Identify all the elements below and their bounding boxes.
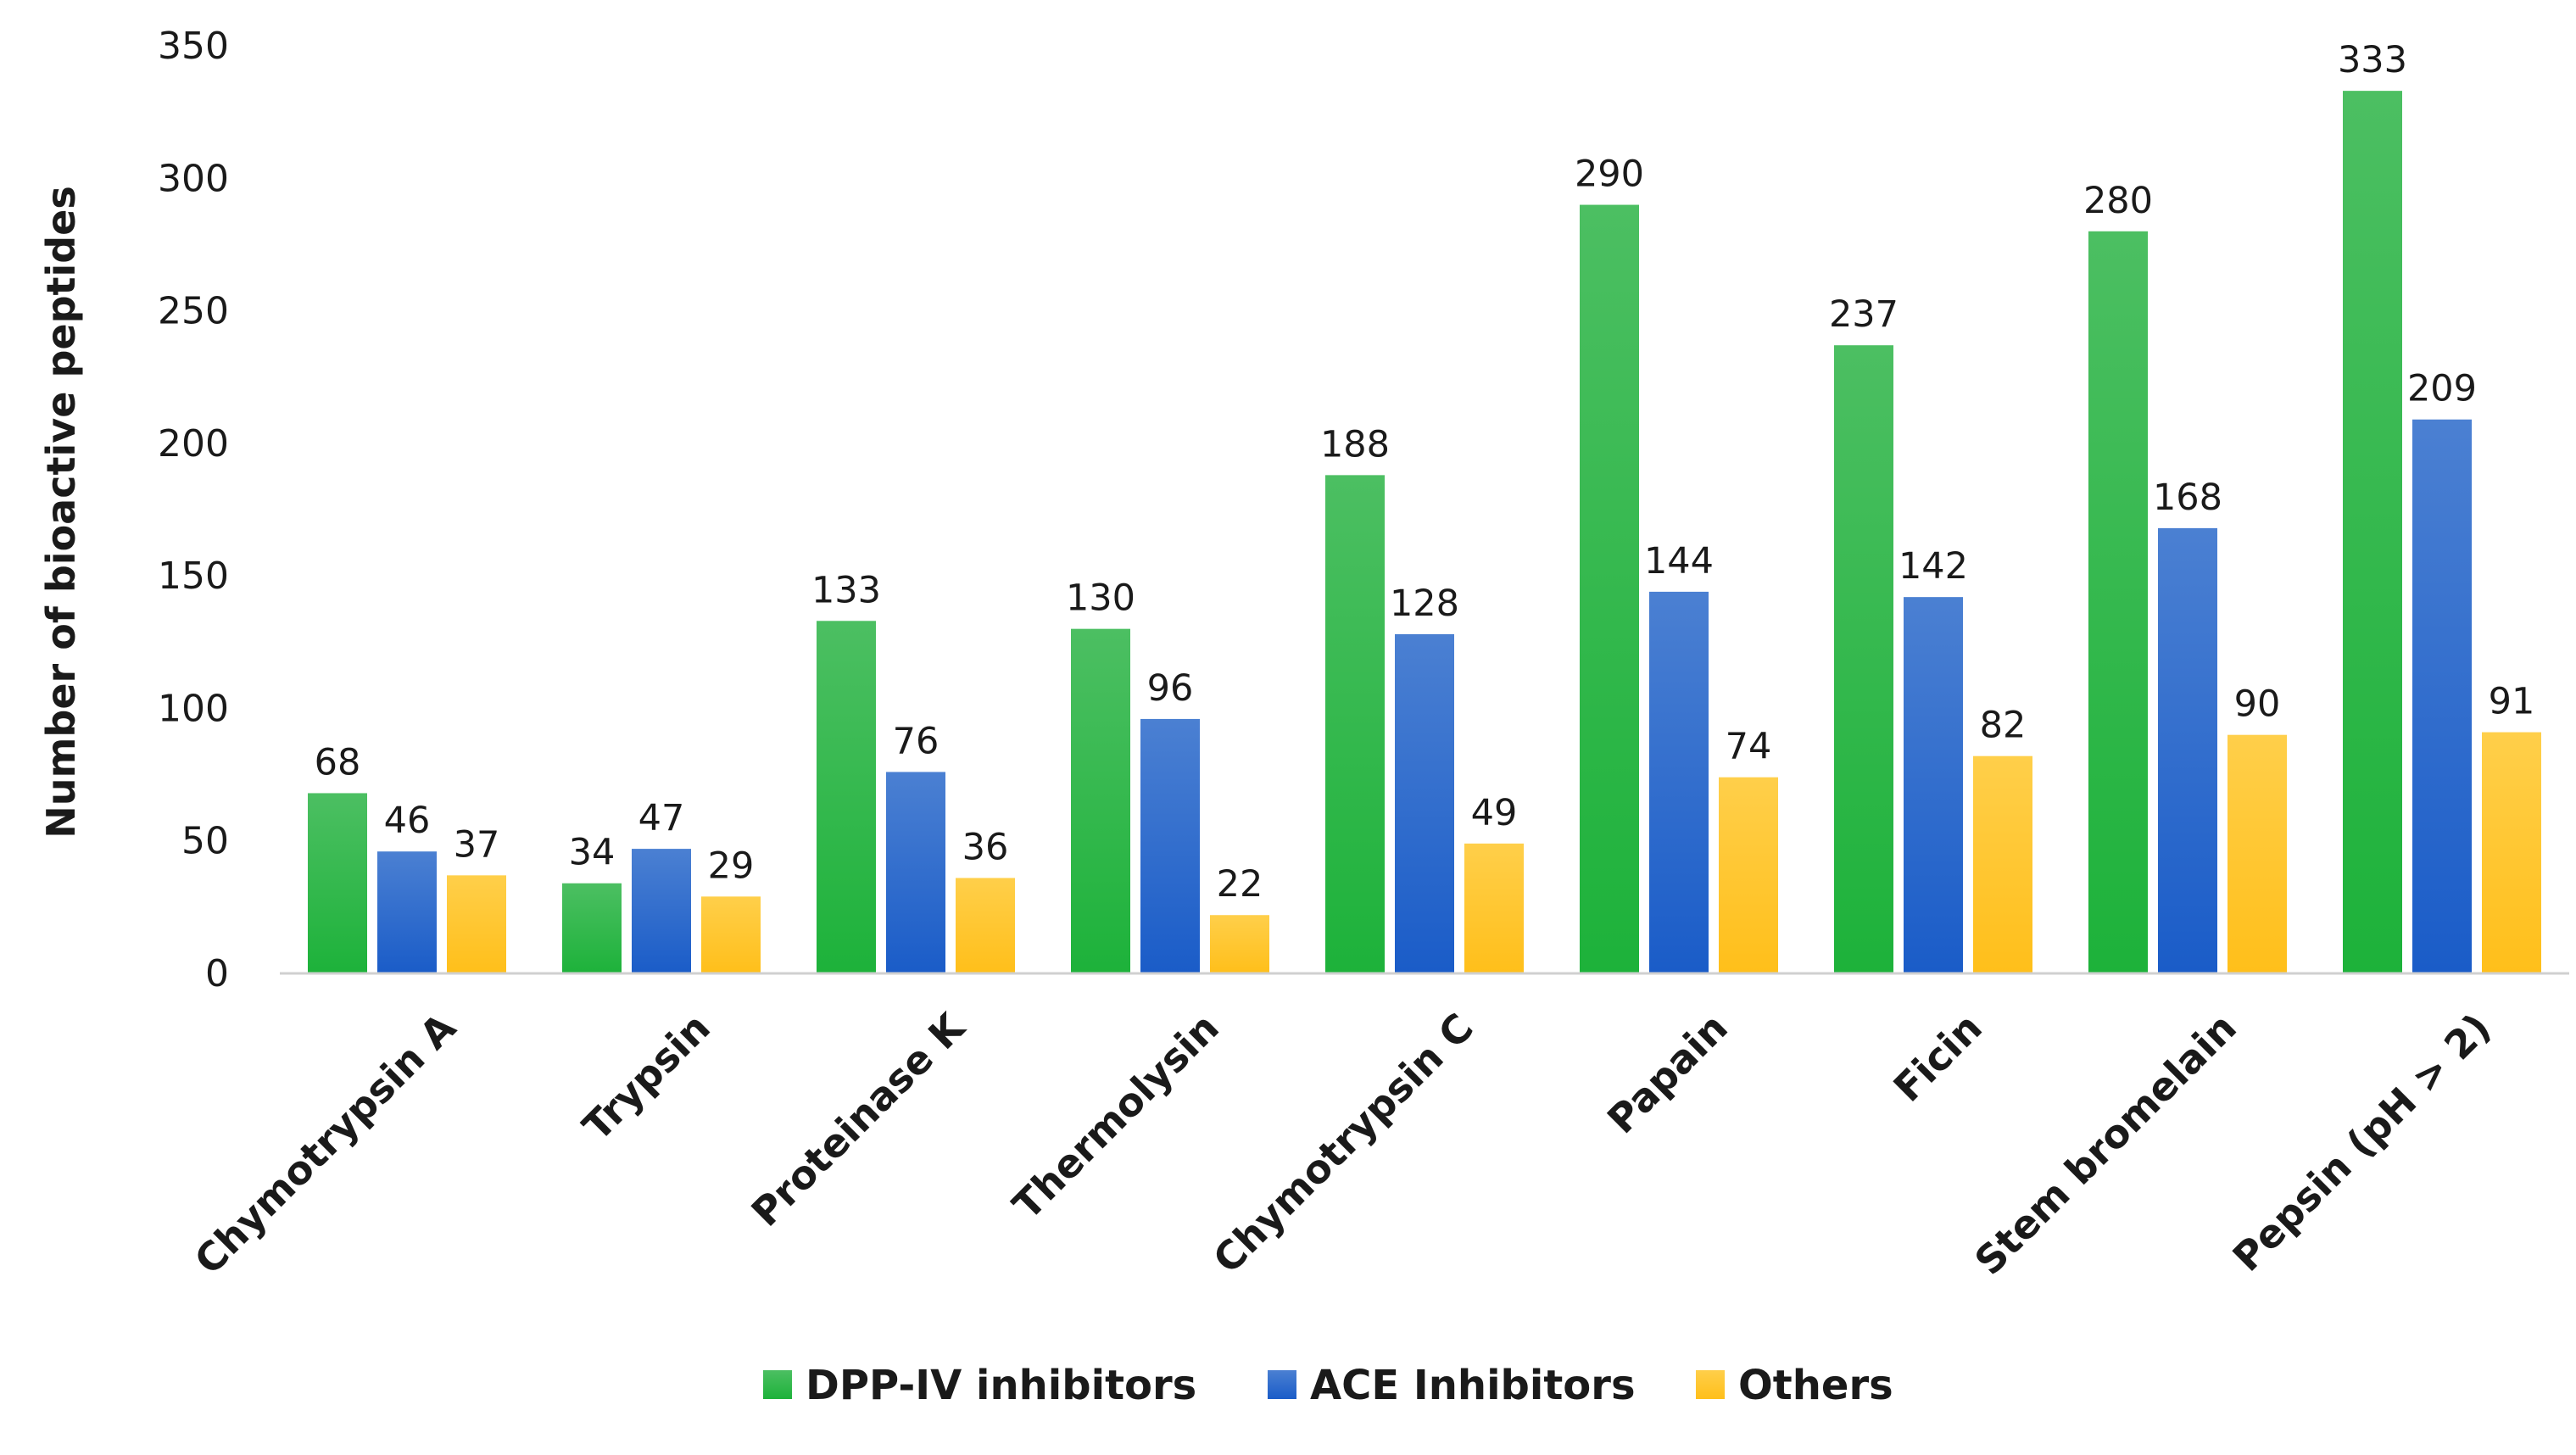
value-label: 36 <box>962 826 1009 868</box>
bar-dpp-iv-inhibitors <box>1580 204 1639 974</box>
value-label: 34 <box>569 832 616 874</box>
x-tick-label: Pepsin (pH > 2) <box>2224 1005 2500 1280</box>
bar-ace-inhibitors <box>1395 633 1454 973</box>
legend-label: DPP-IV inhibitors <box>806 1362 1196 1409</box>
value-label: 237 <box>1829 293 1899 336</box>
value-label: 90 <box>2234 683 2281 726</box>
bar-ace-inhibitors <box>1649 591 1709 973</box>
bar-ace-inhibitors <box>1904 597 1963 973</box>
legend-label: ACE Inhibitors <box>1310 1362 1636 1409</box>
bar-others <box>701 896 761 973</box>
bar-group-papain: 290 144 74 <box>1575 153 1778 974</box>
value-label: 37 <box>454 823 500 866</box>
y-tick-label: 50 <box>181 820 229 863</box>
x-tick-label: Papain <box>1598 1005 1737 1143</box>
bar-dpp-iv-inhibitors <box>2088 231 2148 973</box>
value-label: 96 <box>1147 667 1194 710</box>
value-label: 46 <box>384 800 431 842</box>
bar-ace-inhibitors <box>632 849 691 973</box>
legend-swatch <box>1696 1370 1725 1399</box>
bar-group-chymotrypsin-a: 68 46 37 <box>308 741 506 973</box>
value-label: 188 <box>1320 423 1390 465</box>
bar-groups: 68 46 37 34 47 29 133 76 36 130 96 22 188 128 49 290 144… <box>308 39 2541 974</box>
legend-item-others: Others <box>1696 1362 1893 1409</box>
y-tick-label: 200 <box>158 422 229 465</box>
bar-group-trypsin: 34 47 29 <box>562 797 761 973</box>
y-tick-label: 100 <box>158 687 229 730</box>
legend-swatch <box>763 1370 792 1399</box>
x-tick-label: Thermolysin <box>1004 1005 1228 1229</box>
value-label: 47 <box>638 797 685 839</box>
bar-group-proteinase-k: 133 76 36 <box>811 569 1015 973</box>
bar-others <box>447 875 506 973</box>
bar-dpp-iv-inhibitors <box>1834 345 1893 974</box>
value-label: 144 <box>1644 540 1714 583</box>
x-tick-label: Chymotrypsin C <box>1204 1005 1482 1283</box>
value-label: 82 <box>1980 705 2027 747</box>
legend-item-dpp-iv-inhibitors: DPP-IV inhibitors <box>763 1362 1196 1409</box>
value-label: 333 <box>2338 39 2407 81</box>
legend-item-ace-inhibitors: ACE Inhibitors <box>1268 1362 1636 1409</box>
value-label: 29 <box>708 845 755 887</box>
x-tick-label: Ficin <box>1885 1005 1991 1111</box>
x-tick-label: Chymotrypsin A <box>186 1004 465 1283</box>
bar-others <box>2228 734 2287 973</box>
y-tick-label: 350 <box>158 25 229 68</box>
y-tick-label: 0 <box>205 952 229 995</box>
bar-ace-inhibitors <box>2158 527 2217 973</box>
bar-dpp-iv-inhibitors <box>2343 91 2402 973</box>
bar-others <box>2482 732 2541 973</box>
value-label: 128 <box>1390 583 1459 625</box>
value-label: 290 <box>1575 153 1644 196</box>
x-tick-label: Proteinase K <box>743 1003 975 1235</box>
value-label: 49 <box>1471 792 1518 834</box>
bar-group-pepsin-ph-2: 333 209 91 <box>2338 39 2541 973</box>
value-label: 280 <box>2083 180 2153 222</box>
value-label: 91 <box>2489 681 2535 723</box>
y-tick-label: 150 <box>158 555 229 598</box>
value-label: 133 <box>811 569 881 611</box>
bar-ace-inhibitors <box>886 772 945 973</box>
value-label: 209 <box>2407 368 2477 410</box>
value-label: 74 <box>1726 726 1772 768</box>
category-labels: Chymotrypsin A Trypsin Proteinase K Thermol… <box>186 1003 2500 1284</box>
bar-group-ficin: 237 142 82 <box>1829 293 2032 974</box>
legend-swatch <box>1268 1370 1296 1399</box>
x-tick-label: Stem bromelain <box>1965 1005 2244 1284</box>
value-label: 22 <box>1217 863 1263 906</box>
legend-label: Others <box>1738 1362 1893 1409</box>
value-label: 130 <box>1066 577 1135 620</box>
bar-others <box>1973 755 2032 973</box>
bar-dpp-iv-inhibitors <box>817 621 876 973</box>
bar-others <box>956 878 1015 973</box>
legend: DPP-IV inhibitors ACE Inhibitors Others <box>763 1362 1893 1409</box>
value-label: 76 <box>893 720 940 762</box>
y-axis-ticks: 0 50 100 150 200 250 300 350 <box>158 25 229 995</box>
bar-ace-inhibitors <box>1140 718 1200 973</box>
y-axis-title: Number of bioactive peptides <box>38 186 84 839</box>
bar-group-stem-bromelain: 280 168 90 <box>2083 180 2287 973</box>
bar-dpp-iv-inhibitors <box>1071 628 1130 973</box>
x-tick-label: Trypsin <box>574 1005 719 1150</box>
bar-ace-inhibitors <box>377 851 437 973</box>
y-tick-label: 250 <box>158 290 229 333</box>
bar-group-thermolysin: 130 96 22 <box>1066 577 1269 973</box>
value-label: 168 <box>2153 477 2222 519</box>
bar-others <box>1210 915 1269 973</box>
bar-others <box>1719 777 1778 973</box>
y-tick-label: 300 <box>158 157 229 200</box>
value-label: 142 <box>1899 545 1968 588</box>
bar-dpp-iv-inhibitors <box>308 793 367 973</box>
bar-dpp-iv-inhibitors <box>1325 475 1385 973</box>
bar-dpp-iv-inhibitors <box>562 883 622 973</box>
bar-ace-inhibitors <box>2412 419 2472 973</box>
bar-group-chymotrypsin-c: 188 128 49 <box>1320 423 1524 973</box>
bar-others <box>1464 843 1524 973</box>
value-label: 68 <box>315 741 361 783</box>
